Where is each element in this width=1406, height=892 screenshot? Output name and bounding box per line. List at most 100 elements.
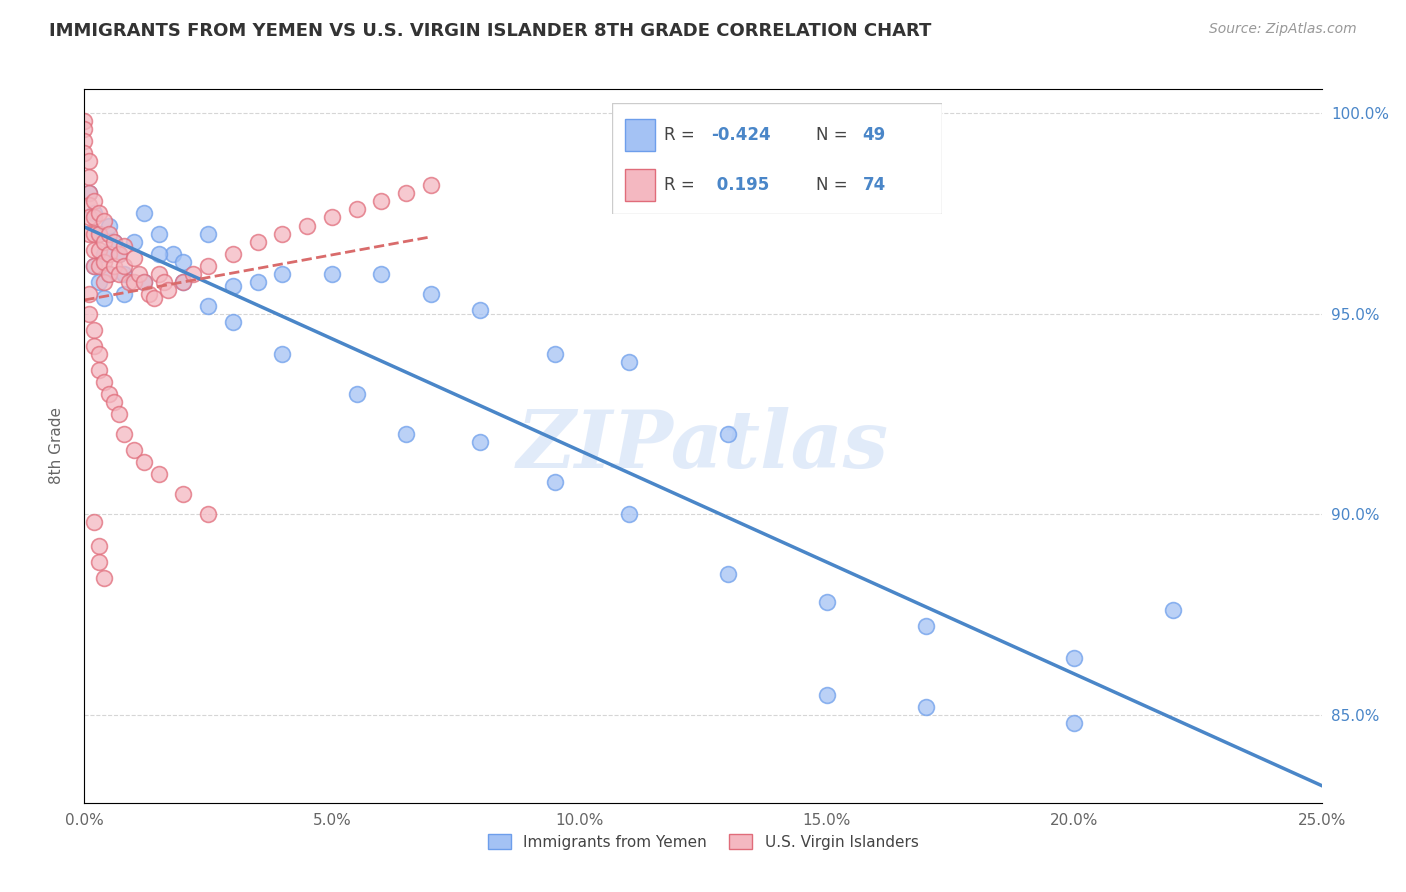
Point [222,278,245,293]
Text: N =: N = [817,176,848,194]
Point [93,375,115,389]
Point [103,259,125,273]
Point [197,227,219,241]
Text: R =: R = [665,176,695,194]
Bar [624,120,655,151]
Text: Source: ZipAtlas.com: Source: ZipAtlas.com [1209,22,1357,37]
Text: 0.195: 0.195 [710,176,769,194]
Text: 49: 49 [863,126,886,144]
Point [112,267,135,281]
Point [914,699,936,714]
Point [83,259,105,273]
Point [98,227,121,241]
Point [112,238,135,252]
Point [181,267,204,281]
Point [617,355,640,369]
Point [79,286,101,301]
Point [346,202,368,217]
Point [148,467,170,481]
Y-axis label: 8th Grade: 8th Grade [49,408,63,484]
Point [162,246,184,260]
Point [346,387,368,401]
Point [419,286,441,301]
Point [83,515,105,529]
Point [1063,715,1085,730]
Point [112,259,135,273]
Point [172,487,194,501]
Point [370,194,392,209]
Point [79,307,101,321]
Point [103,235,125,249]
Point [717,567,740,582]
Point [79,211,101,225]
Point [83,243,105,257]
Point [246,275,269,289]
Point [79,227,101,241]
Point [98,267,121,281]
Point [79,198,101,212]
Point [73,146,96,161]
Point [470,302,492,317]
Point [717,427,740,442]
Point [222,246,245,260]
Text: ZIPatlas: ZIPatlas [517,408,889,484]
Point [815,688,838,702]
Point [271,347,294,361]
Point [98,387,121,401]
Point [89,555,111,569]
Point [108,246,131,260]
Point [172,275,194,289]
Point [93,571,115,585]
Point [93,214,115,228]
Point [419,178,441,193]
Point [83,206,105,220]
Point [815,595,838,609]
Point [132,455,155,469]
Point [172,254,194,268]
Point [83,259,105,273]
Point [83,211,105,225]
Point [89,243,111,257]
Legend: Immigrants from Yemen, U.S. Virgin Islanders: Immigrants from Yemen, U.S. Virgin Islan… [481,828,925,855]
Point [79,186,101,201]
Point [370,267,392,281]
Point [83,323,105,337]
Point [132,275,155,289]
Point [112,286,135,301]
Point [83,194,105,209]
Point [617,507,640,521]
Point [157,283,180,297]
Point [83,227,105,241]
Point [271,227,294,241]
Point [93,291,115,305]
Point [222,315,245,329]
Point [108,246,131,260]
Point [89,347,111,361]
Point [93,254,115,268]
Point [138,286,160,301]
Point [122,442,145,457]
Point [470,435,492,450]
Point [103,395,125,409]
Point [395,427,418,442]
Point [148,246,170,260]
Point [73,134,96,148]
Point [108,267,131,281]
Point [89,259,111,273]
Point [132,206,155,220]
Point [122,275,145,289]
Point [98,267,121,281]
Point [98,246,121,260]
Point [73,122,96,136]
Point [93,246,115,260]
Point [108,407,131,421]
Point [148,227,170,241]
Point [197,299,219,313]
Point [197,259,219,273]
Text: R =: R = [665,126,695,144]
Point [122,235,145,249]
Point [89,539,111,553]
Text: N =: N = [817,126,848,144]
Point [295,219,318,233]
Point [112,427,135,442]
